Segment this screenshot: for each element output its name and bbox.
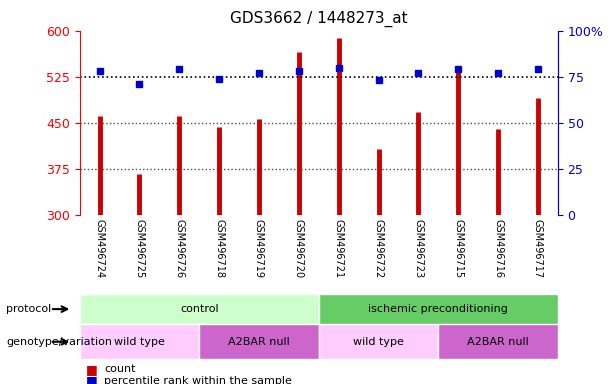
Text: genotype/variation: genotype/variation	[6, 337, 112, 347]
Text: A2BAR null: A2BAR null	[467, 337, 529, 347]
Title: GDS3662 / 1448273_at: GDS3662 / 1448273_at	[230, 10, 408, 26]
Text: control: control	[180, 304, 219, 314]
Text: GSM496726: GSM496726	[174, 219, 185, 278]
Text: GSM496718: GSM496718	[214, 219, 224, 278]
Text: wild type: wild type	[114, 337, 165, 347]
Text: GSM496717: GSM496717	[533, 219, 543, 278]
Text: GSM496723: GSM496723	[413, 219, 424, 278]
FancyBboxPatch shape	[80, 324, 199, 359]
Text: A2BAR null: A2BAR null	[228, 337, 290, 347]
Text: wild type: wild type	[353, 337, 404, 347]
Text: ■: ■	[86, 363, 97, 376]
Text: GSM496720: GSM496720	[294, 219, 304, 278]
Text: percentile rank within the sample: percentile rank within the sample	[104, 376, 292, 384]
FancyBboxPatch shape	[438, 324, 558, 359]
FancyBboxPatch shape	[319, 294, 558, 324]
Text: GSM496716: GSM496716	[493, 219, 503, 278]
Text: GSM496725: GSM496725	[134, 219, 145, 278]
Text: GSM496724: GSM496724	[94, 219, 105, 278]
FancyBboxPatch shape	[319, 324, 438, 359]
Text: GSM496719: GSM496719	[254, 219, 264, 278]
FancyBboxPatch shape	[80, 294, 319, 324]
Text: count: count	[104, 364, 135, 374]
Text: protocol: protocol	[6, 304, 51, 314]
Text: GSM496715: GSM496715	[453, 219, 463, 278]
Text: ■: ■	[86, 374, 97, 384]
Text: GSM496721: GSM496721	[333, 219, 344, 278]
Text: GSM496722: GSM496722	[373, 219, 384, 278]
Text: ischemic preconditioning: ischemic preconditioning	[368, 304, 508, 314]
FancyBboxPatch shape	[199, 324, 319, 359]
